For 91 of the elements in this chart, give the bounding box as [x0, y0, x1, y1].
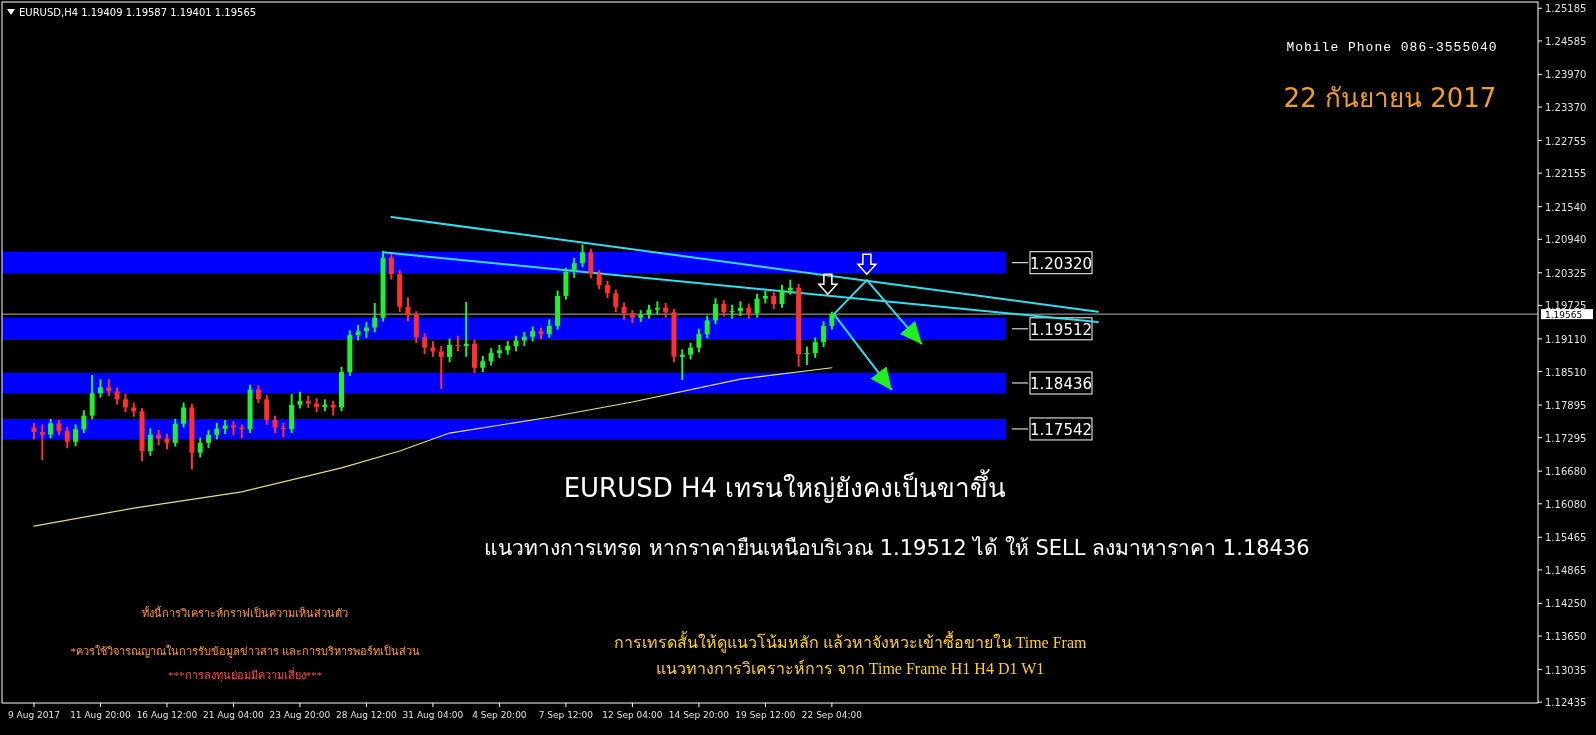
y-tick-label: 1.17895: [1545, 400, 1587, 412]
candlestick: [322, 399, 328, 412]
annotation: ***การลงทุนย่อมมีความเสี่ยง***: [168, 667, 322, 682]
candlestick: [613, 289, 619, 313]
y-tick-label: 1.12435: [1545, 697, 1587, 709]
candlestick: [455, 335, 461, 352]
candlestick: [172, 418, 178, 447]
candlestick: [737, 301, 743, 316]
y-tick-label: 1.16680: [1545, 466, 1587, 478]
y-tick-label: 1.24585: [1545, 35, 1587, 47]
candlestick: [230, 421, 236, 436]
candlestick: [438, 346, 444, 389]
x-tick-label: 31 Aug 04:00: [402, 710, 464, 720]
y-tick-label: 1.23370: [1545, 102, 1587, 114]
candlestick: [713, 298, 719, 325]
candlestick: [804, 346, 810, 365]
candlestick: [81, 410, 87, 433]
x-tick-label: 16 Aug 12:00: [136, 710, 198, 720]
x-tick-label: 28 Aug 12:00: [336, 710, 398, 720]
x-tick-label: 23 Aug 20:00: [269, 710, 331, 720]
candlestick: [779, 285, 785, 308]
x-tick-label: 7 Sep 12:00: [538, 710, 594, 720]
candlestick: [447, 338, 453, 363]
candlestick: [147, 428, 153, 456]
candlestick: [405, 297, 411, 322]
x-tick-label: 9 Aug 2017: [8, 710, 60, 720]
candlestick: [563, 267, 569, 300]
y-tick-label: 1.22155: [1545, 168, 1587, 180]
candlestick: [588, 248, 594, 279]
candlestick: [89, 374, 95, 420]
band-label: 1.19512: [1029, 320, 1093, 339]
y-tick-label: 1.17295: [1545, 432, 1587, 444]
text: 22 กันยายน 2017: [1283, 83, 1497, 113]
candlestick: [654, 301, 660, 315]
candlestick: [39, 424, 45, 461]
candlestick: [314, 398, 320, 413]
annotation: EURUSD H4 เทรนใหญ่ยังคงเป็นขาขึ้น: [563, 469, 1007, 503]
annotation: ทั้งนี้การวิเคราะห์กราฟเป็นความเห็นส่วนตัว: [142, 605, 348, 619]
y-tick-label: 1.18510: [1545, 366, 1587, 378]
y-tick-label: 1.13035: [1545, 664, 1587, 676]
y-tick-label: 1.14250: [1545, 598, 1587, 610]
x-tick-label: 21 Aug 04:00: [203, 710, 265, 720]
candlestick: [704, 315, 710, 339]
x-tick-label: 11 Aug 20:00: [70, 710, 132, 720]
x-tick-label: 4 Sep 20:00: [472, 710, 527, 720]
annotation: Mobile Phone 086-3555040: [1286, 40, 1498, 55]
annotation: *ควรใช้วิจารณญาณในการรับข้อมูลข่าวสาร และการบริหารพอร์ทเป็นส่วน: [70, 644, 420, 658]
annotation: แนวทางการวิเคราะห์การ จาก Time Frame H1 H4 D1 W1: [655, 659, 1045, 677]
y-tick-label: 1.16080: [1545, 498, 1587, 510]
candlestick: [264, 395, 270, 425]
candlestick: [181, 402, 187, 428]
y-tick-label: 1.21540: [1545, 201, 1587, 213]
candlestick: [64, 426, 70, 449]
x-tick-label: 14 Sep 20:00: [668, 710, 730, 720]
band-label: 1.20320: [1029, 254, 1093, 273]
x-tick-label: 19 Sep 12:00: [735, 710, 796, 720]
y-tick-label: 1.20940: [1545, 234, 1587, 246]
candlestick: [73, 424, 79, 447]
candlestick: [463, 301, 469, 357]
y-tick-label: 1.23970: [1545, 69, 1587, 81]
candlestick: [812, 337, 818, 358]
y-tick-label: 1.25185: [1545, 3, 1587, 15]
x-tick-label: 12 Sep 04:00: [602, 710, 663, 720]
candlestick: [821, 321, 827, 347]
y-tick-label: 1.13650: [1545, 631, 1587, 643]
y-tick-label: 1.19725: [1545, 300, 1587, 312]
candlestick: [580, 244, 586, 267]
candlestick: [729, 304, 735, 319]
candlestick: [754, 293, 760, 318]
annotation: แนวทางการเทรด หากราคายืนเหนือบริเวณ 1.19512 ได้ ให้ SELL ลงมาหาราคา 1.18436: [484, 536, 1310, 560]
y-tick-label: 1.14865: [1545, 564, 1587, 576]
y-tick-label: 1.15465: [1545, 532, 1587, 544]
x-tick-label: 22 Sep 04:00: [801, 710, 863, 720]
band-label: 1.18436: [1029, 374, 1093, 393]
candlestick: [106, 379, 112, 396]
annotation: การเทรดสั้นให้ดูแนวโน้มหลัก แล้วหาจังหวะเข้าซื้อขายใน Time Fram: [613, 631, 1088, 653]
candlestick: [696, 328, 702, 353]
y-tick-label: 1.20325: [1545, 267, 1587, 279]
band-label: 1.17542: [1029, 420, 1093, 439]
ref-line-label: 1.19565: [1545, 309, 1583, 320]
candlestick: [679, 349, 685, 381]
text: EURUSD,H4 1.19409 1.19587 1.19401 1.19565: [19, 7, 257, 18]
candlestick: [413, 311, 419, 344]
y-tick-label: 1.22755: [1545, 135, 1587, 147]
candlestick: [388, 254, 394, 280]
y-tick-label: 1.19110: [1545, 333, 1587, 345]
candlestick: [422, 333, 428, 355]
candlestick: [471, 339, 477, 374]
candlestick: [638, 310, 644, 322]
candlestick: [372, 303, 378, 333]
candlestick: [496, 344, 502, 358]
